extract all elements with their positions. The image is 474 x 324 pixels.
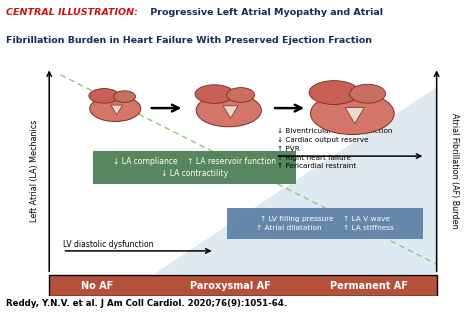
- Polygon shape: [345, 108, 365, 124]
- Text: Fibrillation Burden in Heart Failure With Preserved Ejection Fraction: Fibrillation Burden in Heart Failure Wit…: [6, 36, 372, 45]
- Text: CENTRAL ILLUSTRATION:: CENTRAL ILLUSTRATION:: [6, 7, 137, 17]
- Text: Reddy, Y.N.V. et al. J Am Coll Cardiol. 2020;76(9):1051-64.: Reddy, Y.N.V. et al. J Am Coll Cardiol. …: [6, 299, 287, 308]
- Text: No AF: No AF: [81, 281, 113, 291]
- Text: Progressive Left Atrial Myopathy and Atrial: Progressive Left Atrial Myopathy and Atr…: [147, 7, 383, 17]
- Ellipse shape: [350, 84, 385, 103]
- Polygon shape: [154, 87, 438, 274]
- Polygon shape: [223, 106, 238, 118]
- Text: LV diastolic dysfunction: LV diastolic dysfunction: [63, 240, 153, 249]
- Ellipse shape: [310, 92, 394, 134]
- Text: Paroxysmal AF: Paroxysmal AF: [191, 281, 271, 291]
- Ellipse shape: [89, 88, 119, 103]
- Text: ↑ LV filling pressure    ↑ LA V wave
↑ Atrial dilatation         ↑ LA stiffness: ↑ LV filling pressure ↑ LA V wave ↑ Atri…: [256, 216, 394, 231]
- Ellipse shape: [309, 81, 359, 104]
- FancyBboxPatch shape: [93, 151, 296, 184]
- Polygon shape: [111, 105, 123, 115]
- Ellipse shape: [90, 96, 141, 122]
- Text: Atrial Fibrillation (AF) Burden: Atrial Fibrillation (AF) Burden: [450, 113, 459, 229]
- Ellipse shape: [196, 94, 261, 127]
- FancyBboxPatch shape: [49, 275, 437, 296]
- Text: Left Atrial (LA) Mechanics: Left Atrial (LA) Mechanics: [30, 120, 39, 222]
- Text: ↓ LA compliance    ↑ LA reservoir function
↓ LA contractility: ↓ LA compliance ↑ LA reservoir function …: [113, 157, 276, 179]
- Text: Permanent AF: Permanent AF: [329, 281, 408, 291]
- FancyBboxPatch shape: [227, 208, 423, 238]
- Text: ↓ Biventricular systolic function
↓ Cardiac output reserve
↑ PVR
↑ Right heart f: ↓ Biventricular systolic function ↓ Card…: [277, 128, 393, 169]
- Ellipse shape: [114, 91, 136, 102]
- Ellipse shape: [195, 85, 234, 103]
- Ellipse shape: [227, 87, 255, 102]
